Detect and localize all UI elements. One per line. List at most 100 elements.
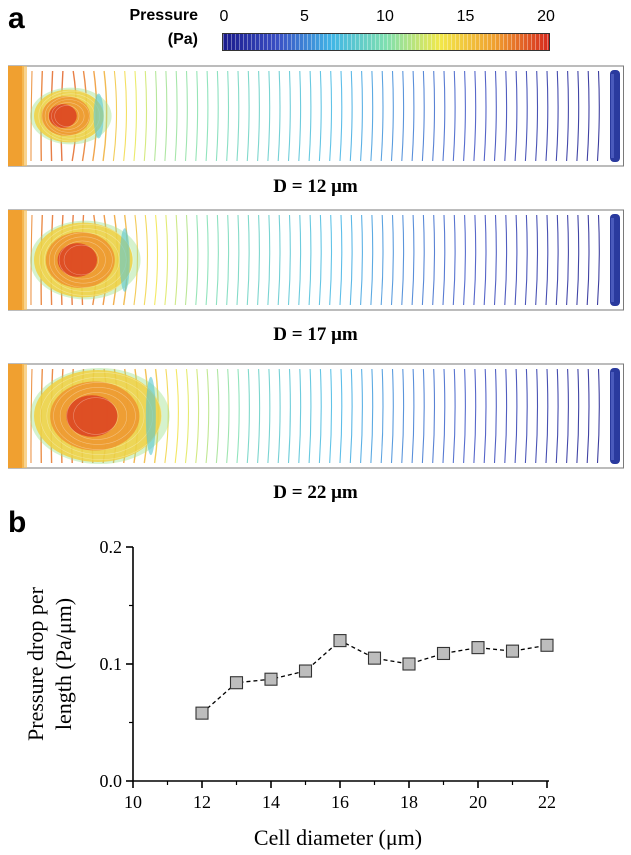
flow-streamline <box>287 368 291 464</box>
data-point <box>436 646 451 661</box>
data-point <box>540 638 554 652</box>
flow-streamline <box>226 214 230 306</box>
flow-streamline <box>380 214 384 306</box>
flow-streamline <box>329 214 333 306</box>
channel-inlet <box>8 210 24 310</box>
cell-trailing-edge <box>145 376 156 456</box>
flow-streamline <box>493 214 497 306</box>
x-tick-label: 22 <box>538 792 556 812</box>
flow-streamline <box>318 70 322 162</box>
colorbar-tick-label: 0 <box>219 8 229 25</box>
cell-contour <box>54 105 80 127</box>
cell-contour <box>63 244 99 276</box>
simulation-channel-22um <box>8 363 624 469</box>
flow-streamline <box>154 214 159 306</box>
flow-streamline <box>298 368 302 464</box>
y-tick-label: 0.2 <box>100 537 123 557</box>
flow-streamline <box>380 368 384 464</box>
colorbar-title: Pressure (Pa) <box>80 6 199 50</box>
colorbar-tick-label: 10 <box>376 8 394 25</box>
flow-streamline <box>473 214 477 306</box>
cell-trailing-edge <box>119 228 130 292</box>
flow-streamline <box>277 214 281 306</box>
flow-streamline <box>421 214 425 306</box>
flow-streamline <box>473 368 477 464</box>
flow-streamline <box>370 214 374 306</box>
flow-streamline <box>349 368 353 464</box>
data-point <box>471 641 485 655</box>
data-point <box>333 634 347 648</box>
channel-inlet-edge <box>22 66 27 166</box>
flow-streamline <box>514 368 518 464</box>
data-point <box>264 672 278 686</box>
flow-streamline <box>205 368 210 464</box>
flow-streamline <box>401 214 405 306</box>
x-tick-label: 14 <box>262 792 280 812</box>
flow-streamline <box>493 368 497 464</box>
flow-streamline <box>205 70 209 162</box>
flow-streamline <box>236 214 240 306</box>
colorbar-stripes <box>223 34 549 50</box>
flow-streamline <box>452 368 456 464</box>
cell-core <box>48 104 77 128</box>
flow-streamline <box>267 368 271 464</box>
flow-streamline <box>318 214 322 306</box>
cell-contour <box>73 397 119 435</box>
flow-streamline <box>277 70 281 162</box>
channel-inlet-edge <box>22 364 27 468</box>
cell-contour <box>58 240 106 280</box>
flow-streamline <box>576 368 580 464</box>
x-axis-title: Cell diameter (μm) <box>254 825 422 850</box>
channel-inlet <box>8 364 24 468</box>
flow-streamline <box>318 368 322 464</box>
data-point <box>195 706 209 720</box>
flow-streamline <box>463 70 466 162</box>
flow-streamline <box>535 70 539 162</box>
flow-streamline <box>390 214 394 306</box>
flow-streamline <box>226 368 230 464</box>
data-point <box>229 676 244 690</box>
flow-streamline <box>184 70 188 162</box>
channel-outlet-highlight <box>611 218 614 302</box>
flow-streamline <box>463 214 466 306</box>
simulation-channel-17um <box>8 209 624 311</box>
flow-streamline <box>30 214 33 306</box>
flow-streamline <box>257 70 260 162</box>
flow-streamline <box>174 214 179 306</box>
flow-streamline <box>586 70 590 162</box>
flow-streamline <box>339 368 343 464</box>
flow-streamline <box>411 70 415 162</box>
flow-streamline <box>174 368 179 464</box>
series-points <box>195 634 554 720</box>
flow-streamline <box>339 214 343 306</box>
cell-core <box>66 395 118 437</box>
series-line <box>201 639 548 714</box>
flow-streamline <box>576 70 580 162</box>
x-tick-label: 18 <box>400 792 418 812</box>
flow-streamline <box>524 70 528 162</box>
channel-inlet <box>8 66 24 166</box>
series-polyline <box>201 639 548 714</box>
flow-streamline <box>184 368 190 464</box>
colorbar-tick-label: 5 <box>300 8 309 25</box>
flow-streamline <box>463 368 466 464</box>
flow-streamline <box>349 214 353 306</box>
flow-streamline <box>545 214 549 306</box>
flow-streamline <box>514 70 518 162</box>
flow-streamline <box>586 214 590 306</box>
simulation-channel-12um <box>8 65 624 167</box>
flow-streamline <box>246 70 250 162</box>
flow-streamline <box>195 368 200 464</box>
flow-streamline <box>555 368 559 464</box>
flow-streamline <box>566 70 569 162</box>
flow-streamline <box>432 368 436 464</box>
flow-streamline <box>524 214 528 306</box>
flow-streamline <box>123 70 127 162</box>
data-point <box>402 657 416 671</box>
flow-streamline <box>277 368 281 464</box>
flow-streamline <box>421 70 425 162</box>
flow-streamline <box>483 70 487 162</box>
flow-streamline <box>432 70 436 162</box>
flow-streamline <box>195 214 199 306</box>
flow-streamline <box>535 368 539 464</box>
